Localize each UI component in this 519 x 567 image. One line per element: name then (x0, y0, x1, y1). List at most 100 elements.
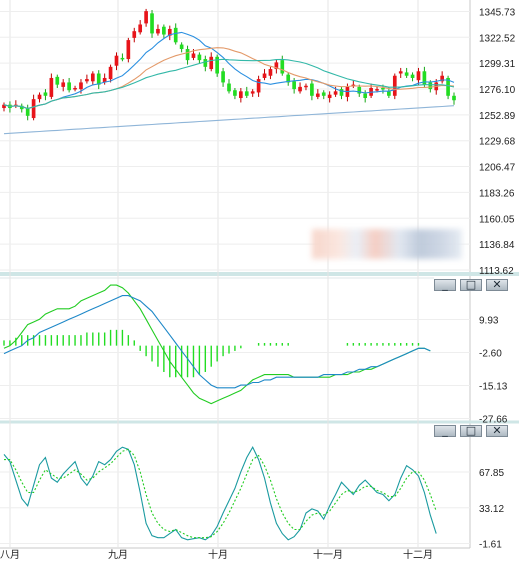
candle-body (144, 11, 148, 24)
ma-line (3, 58, 455, 110)
kdj-k-line (3, 446, 437, 541)
candle-body (410, 74, 415, 78)
restore-icon: □ (465, 424, 477, 437)
candle-body (197, 54, 202, 61)
candle-body (85, 79, 89, 82)
candle-body (452, 95, 456, 101)
candle-body (31, 99, 36, 119)
y-tick-label: 1252.89 (479, 111, 516, 122)
candle-body (19, 105, 24, 110)
y-tick-label: -1.61 (479, 539, 502, 550)
y-tick-label: 1183.26 (479, 188, 515, 199)
blurred-watermark (312, 229, 462, 259)
candle-body (102, 77, 107, 83)
x-tick-label: 十二月 (403, 548, 433, 561)
candle-body (55, 76, 60, 85)
minimize-button[interactable]: _ (434, 424, 456, 437)
y-tick-label: -15.13 (479, 381, 508, 392)
candle-body (244, 91, 249, 96)
candle-body (381, 87, 385, 90)
candle-body (416, 71, 421, 81)
candle-body (67, 82, 71, 91)
restore-button[interactable]: □ (460, 278, 482, 291)
macd-dif-line (3, 284, 431, 405)
candle-body (37, 94, 42, 100)
y-tick-label: 1206.47 (479, 163, 516, 174)
candle-body (268, 69, 273, 76)
y-tick-label: 1276.10 (479, 85, 516, 96)
candle-body (333, 91, 338, 95)
candle-body (428, 82, 433, 90)
candle-body (286, 74, 291, 83)
ma-line (3, 31, 455, 110)
candle-body (49, 77, 54, 97)
candle-body (90, 73, 95, 82)
y-tick-label: -2.60 (479, 348, 502, 359)
candle-body (221, 71, 225, 83)
candle-body (321, 92, 326, 96)
close-icon: ✕ (492, 278, 502, 291)
candle-body (2, 104, 6, 109)
candle-body (440, 75, 444, 82)
close-button[interactable]: ✕ (486, 278, 508, 291)
y-tick-label: 1322.52 (479, 33, 516, 44)
candle-body (132, 31, 137, 38)
x-tick-label: 十月 (208, 548, 228, 561)
candle-body (209, 56, 214, 70)
y-tick-label: 33.12 (479, 504, 504, 515)
candle-body (239, 91, 243, 99)
candle-body (150, 13, 154, 34)
candle-body (25, 108, 30, 116)
close-icon: ✕ (492, 424, 502, 437)
candle-body (227, 83, 231, 92)
restore-button[interactable]: □ (460, 424, 482, 437)
candle-body (363, 93, 368, 99)
minimize-button[interactable]: _ (434, 278, 456, 291)
candle-body (126, 40, 131, 60)
candle-body (339, 89, 344, 96)
candle-body (327, 94, 332, 99)
x-tick-label: 八月 (0, 549, 20, 561)
candle-body (298, 86, 302, 92)
candle-body (215, 56, 219, 74)
candle-body (114, 55, 119, 66)
candle-body (156, 28, 160, 34)
candle-body (138, 24, 143, 33)
y-tick-label: 1229.68 (479, 137, 516, 148)
candle-body (61, 82, 66, 87)
restore-icon: □ (465, 278, 477, 291)
candle-body (310, 83, 314, 96)
kdj-d-line (4, 448, 437, 539)
candle-body (392, 75, 397, 96)
candle-body (274, 62, 279, 70)
candle-body (185, 49, 190, 61)
candle-body (446, 77, 450, 96)
candle-body (73, 87, 77, 90)
candle-body (315, 93, 320, 97)
y-tick-label: 9.93 (479, 316, 499, 327)
candle-body (79, 82, 83, 90)
candle-body (167, 28, 172, 36)
candle-body (120, 57, 125, 60)
candle-body (398, 71, 403, 74)
candle-body (262, 73, 267, 78)
candle-body (304, 85, 308, 88)
y-tick-label: 1299.31 (479, 59, 516, 70)
ma-line (3, 105, 455, 135)
y-tick-label: 1160.05 (479, 214, 515, 225)
macd-dea-line (3, 295, 431, 389)
y-tick-label: 1345.73 (479, 7, 516, 18)
y-tick-label: 1136.84 (479, 240, 515, 251)
y-tick-label: -27.66 (479, 414, 508, 425)
candle-body (191, 53, 196, 58)
y-tick-label: 67.85 (479, 468, 504, 479)
candle-body (256, 79, 261, 93)
candle-body (203, 59, 208, 67)
close-button[interactable]: ✕ (486, 424, 508, 437)
candle-body (162, 26, 166, 35)
candle-body (292, 81, 296, 90)
ma-line (3, 47, 455, 110)
x-tick-label: 十一月 (313, 548, 343, 561)
